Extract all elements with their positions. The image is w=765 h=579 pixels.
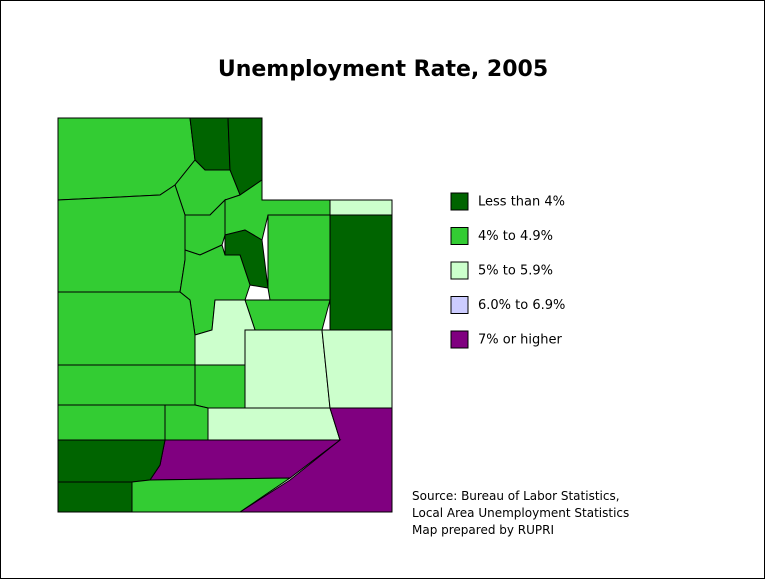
- state-map: [57, 117, 393, 513]
- county: [329, 214, 393, 331]
- legend-swatch: [450, 192, 469, 211]
- legend-label: Less than 4%: [478, 195, 565, 210]
- county: [329, 199, 393, 216]
- source-line: Source: Bureau of Labor Statistics,: [412, 489, 620, 503]
- legend-label: 7% or higher: [478, 333, 563, 348]
- county: [164, 404, 209, 441]
- county: [244, 299, 331, 331]
- legend-label: 5% to 5.9%: [478, 264, 553, 279]
- county: [244, 329, 331, 409]
- legend-swatch: [450, 227, 469, 245]
- county: [57, 404, 166, 441]
- legend-swatch: [450, 261, 469, 280]
- map-title: Unemployment Rate, 2005: [218, 57, 548, 82]
- county: [57, 184, 186, 293]
- county: [194, 364, 246, 409]
- county: [267, 214, 331, 301]
- legend-swatch: [450, 296, 469, 314]
- legend-label: 4% to 4.9%: [478, 229, 553, 244]
- source-note: Source: Bureau of Labor Statistics, Local…: [412, 489, 629, 537]
- county: [57, 481, 133, 513]
- county: [57, 439, 166, 483]
- legend-swatch: [450, 330, 469, 349]
- legend-label: 6.0% to 6.9%: [478, 298, 565, 313]
- county: [321, 329, 393, 409]
- county: [57, 364, 196, 406]
- legend: Less than 4% 4% to 4.9% 5% to 5.9% 6.0% to …: [450, 192, 565, 349]
- county: [131, 477, 292, 513]
- source-line: Map prepared by RUPRI: [412, 523, 554, 537]
- county: [207, 407, 341, 441]
- county: [57, 291, 196, 366]
- source-line: Local Area Unemployment Statistics: [412, 506, 629, 520]
